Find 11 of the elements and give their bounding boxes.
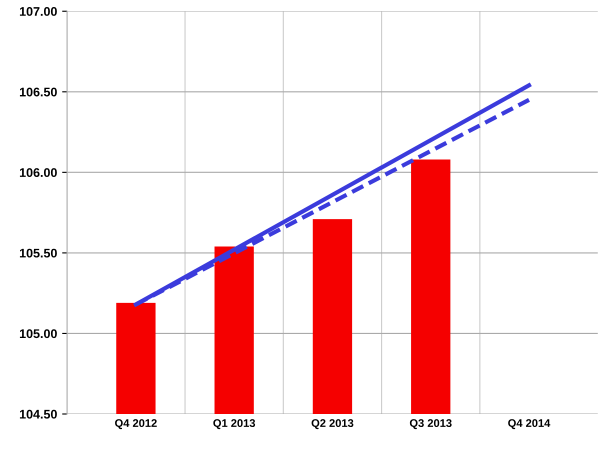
x-tick-label: Q1 2013 (213, 419, 256, 430)
y-tick-label: 104.50 (20, 410, 57, 419)
x-tick-label: Q4 2014 (508, 419, 550, 430)
x-tick-label: Q2 2013 (312, 419, 354, 430)
y-tick-label: 106.50 (20, 88, 57, 96)
x-tick-label: Q4 2012 (115, 419, 157, 430)
y-tick-label: 106.00 (20, 168, 57, 177)
y-tick-label: 107.00 (20, 7, 57, 16)
y-tick-label: 105.50 (20, 248, 57, 258)
y-tick-label: 105.00 (20, 329, 57, 338)
x-tick-label: Q3 2013 (410, 419, 452, 430)
